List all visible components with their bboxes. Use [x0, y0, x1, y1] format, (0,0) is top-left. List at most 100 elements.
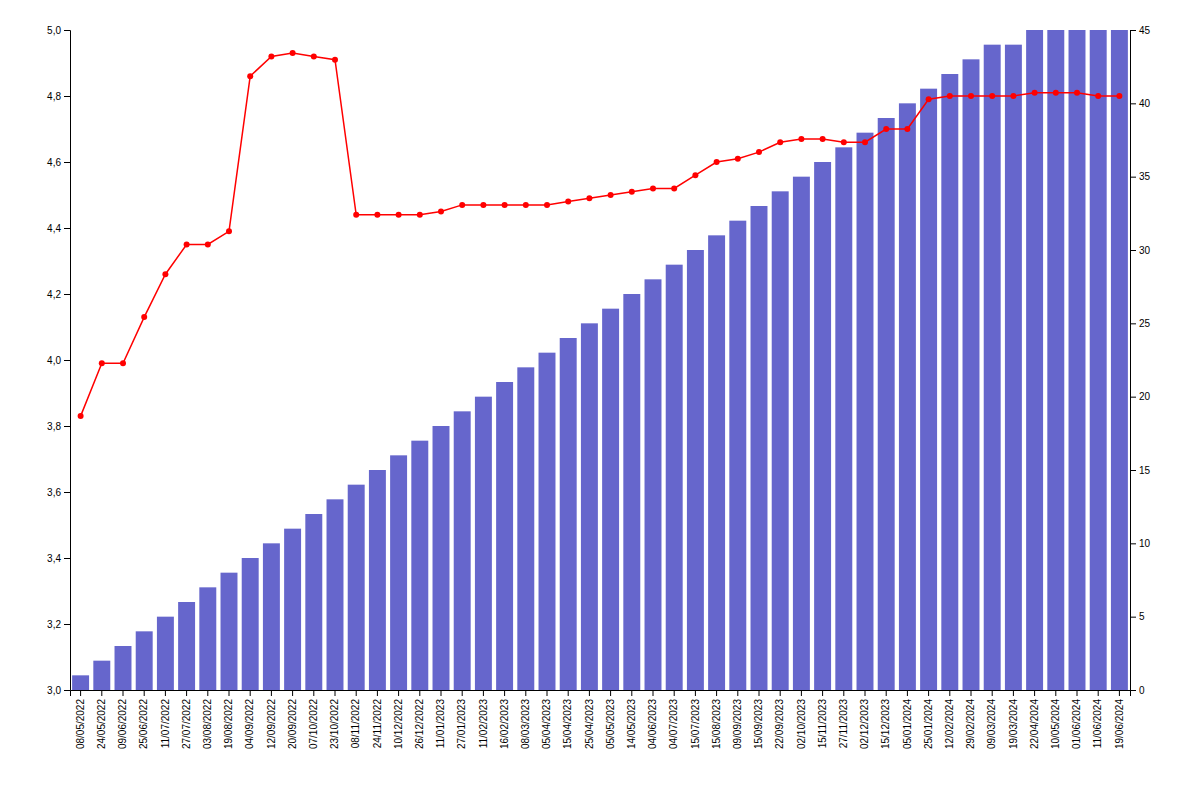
marker — [756, 149, 762, 155]
x-tick: 08/05/2022 — [75, 690, 86, 749]
tick-label: 3,2 — [47, 619, 61, 630]
line — [81, 53, 1120, 416]
y-tick: 4,6 — [47, 157, 70, 168]
plot: 08/05/202224/05/202209/06/202225/06/2022… — [47, 25, 1150, 749]
bar — [878, 118, 895, 690]
y2-tick: 10 — [1130, 538, 1151, 549]
marker — [862, 139, 868, 145]
tick-mark — [695, 690, 696, 696]
marker — [608, 192, 614, 198]
bar — [835, 147, 852, 690]
x-tick: 25/04/2023 — [584, 690, 595, 749]
tick-label: 25 — [1139, 318, 1151, 329]
tick-mark — [1055, 690, 1056, 696]
x-tick: 15/09/2023 — [753, 690, 764, 749]
marker — [120, 360, 126, 366]
tick-mark — [1130, 543, 1136, 544]
tick-mark — [653, 690, 654, 696]
x-tick: 27/07/2022 — [181, 690, 192, 749]
marks — [72, 30, 1128, 690]
bar — [1069, 30, 1086, 690]
bar — [1026, 30, 1043, 690]
y-tick: 4,4 — [47, 223, 70, 234]
bar — [242, 558, 259, 690]
x-tick: 16/02/2023 — [499, 690, 510, 749]
y2-tick: 15 — [1130, 465, 1151, 476]
marker — [184, 242, 190, 248]
x-tick: 04/06/2023 — [647, 690, 658, 749]
tick-label: 23/10/2022 — [329, 699, 340, 749]
tick-mark — [64, 360, 70, 361]
tick-mark — [1119, 690, 1120, 696]
x-tick: 27/11/2023 — [838, 690, 849, 748]
bar — [411, 441, 428, 690]
marker — [692, 172, 698, 178]
tick-mark — [64, 624, 70, 625]
tick-mark — [949, 690, 950, 696]
bar — [814, 162, 831, 690]
tick-label: 09/03/2024 — [986, 699, 997, 749]
tick-label: 12/09/2022 — [266, 699, 277, 749]
bar — [263, 543, 280, 690]
tick-mark — [356, 690, 357, 696]
tick-label: 08/05/2022 — [75, 699, 86, 749]
y-tick: 4,2 — [47, 289, 70, 300]
marker — [544, 202, 550, 208]
tick-mark — [759, 690, 760, 696]
marker — [1053, 90, 1059, 96]
x-tick: 15/04/2023 — [562, 690, 573, 749]
bar — [920, 89, 937, 690]
tick-mark — [123, 690, 124, 696]
marker — [226, 228, 232, 234]
x-tick: 03/08/2022 — [202, 690, 213, 749]
tick-label: 20/09/2022 — [287, 699, 298, 749]
bar — [984, 45, 1001, 690]
tick-label: 11/02/2023 — [478, 699, 489, 749]
tick-label: 09/09/2023 — [732, 699, 743, 749]
tick-label: 30 — [1139, 245, 1151, 256]
tick-mark — [589, 690, 590, 696]
tick-label: 15/12/2023 — [880, 699, 891, 749]
tick-mark — [568, 690, 569, 696]
marker — [353, 212, 359, 218]
x-tick: 15/08/2023 — [711, 690, 722, 749]
tick-label: 15/09/2023 — [753, 699, 764, 749]
tick-mark — [928, 690, 929, 696]
series-bar — [72, 30, 1128, 690]
bar — [390, 455, 407, 690]
bar — [199, 587, 216, 690]
x-tick: 22/04/2024 — [1029, 690, 1040, 749]
x-tick: 10/12/2022 — [393, 690, 404, 749]
tick-label: 04/06/2023 — [647, 699, 658, 749]
marker — [332, 57, 338, 63]
tick-label: 27/07/2022 — [181, 699, 192, 749]
series-line — [78, 50, 1123, 419]
tick-mark — [271, 690, 272, 696]
tick-label: 25/06/2022 — [138, 699, 149, 749]
marker — [417, 212, 423, 218]
tick-label: 19/06/2024 — [1114, 699, 1125, 749]
tick-mark — [610, 690, 611, 696]
tick-label: 5 — [1139, 611, 1145, 622]
tick-mark — [144, 690, 145, 696]
tick-label: 02/12/2023 — [859, 699, 870, 749]
bar — [1047, 30, 1064, 690]
tick-mark — [737, 690, 738, 696]
tick-mark — [1130, 690, 1136, 691]
x-tick: 23/10/2022 — [329, 690, 340, 749]
bar — [496, 382, 513, 690]
tick-mark — [801, 690, 802, 696]
bar — [348, 485, 365, 690]
tick-label: 11/01/2023 — [435, 699, 446, 749]
y2-tick: 5 — [1130, 611, 1145, 622]
tick-mark — [292, 690, 293, 696]
marker — [947, 93, 953, 99]
x-tick: 24/11/2022 — [372, 690, 383, 748]
tick-mark — [64, 228, 70, 229]
tick-mark — [631, 690, 632, 696]
tick-mark — [780, 690, 781, 696]
marker — [1116, 93, 1122, 99]
bar — [941, 74, 958, 690]
tick-mark — [843, 690, 844, 696]
tick-mark — [504, 690, 505, 696]
